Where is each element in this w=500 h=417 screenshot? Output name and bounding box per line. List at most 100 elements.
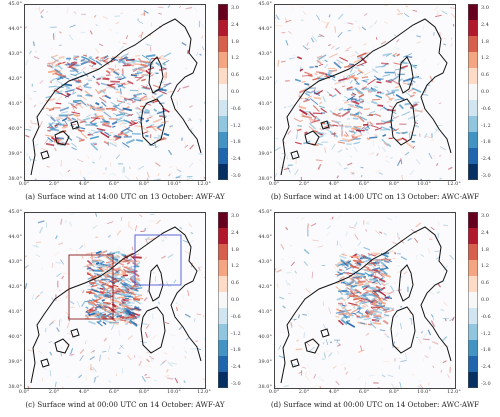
- colorbar-tick-label: -1.8: [481, 347, 491, 354]
- colorbar-labels: 3.0 2.4 1.8 1.2 0.6 0.0 -0.6 -1.2 -1.8 -2.4 -3.0: [481, 4, 499, 180]
- colorbar-tick-label: 1.8: [481, 246, 489, 253]
- colorbar-segment: [218, 148, 228, 165]
- colorbar: [468, 4, 478, 181]
- y-tick-label: 45.0°: [258, 209, 272, 215]
- x-tick-label: 4.0°: [328, 181, 340, 187]
- x-tick-label: 0.0°: [18, 389, 30, 395]
- y-tick-label: 42.0°: [8, 76, 22, 82]
- colorbar-segment: [218, 276, 228, 293]
- y-tick-label: 38.0°: [8, 176, 22, 182]
- y-tick-label: 39.0°: [8, 359, 22, 365]
- x-tick-label: 2.0°: [48, 389, 60, 395]
- colorbar-tick-label: 1.2: [481, 55, 489, 62]
- colorbar-segment: [468, 356, 478, 373]
- colorbar-tick-label: -0.6: [231, 105, 241, 112]
- island-outline: [304, 338, 320, 354]
- wind-anomaly-streaks: [25, 213, 205, 388]
- colorbar-tick-label: 0.6: [231, 280, 239, 287]
- y-tick-label: 43.0°: [258, 51, 272, 57]
- colorbar-tick-label: 0.6: [481, 280, 489, 287]
- colorbar-tick-label: 0.0: [231, 297, 239, 303]
- colorbar-tick-label: 3.0: [481, 5, 489, 11]
- y-tick-label: 41.0°: [8, 101, 22, 107]
- y-tick-label: 41.0°: [258, 309, 272, 315]
- colorbar-tick-label: -3.0: [231, 381, 241, 387]
- colorbar-tick-label: -0.6: [231, 313, 241, 320]
- colorbar-segment: [468, 324, 478, 341]
- colorbar-segment: [218, 68, 228, 85]
- map-plot: [24, 212, 206, 389]
- corsica-outline: [148, 264, 164, 302]
- colorbar: [218, 4, 228, 181]
- colorbar-segment: [218, 308, 228, 325]
- highlight-box-blue: [134, 234, 182, 286]
- coastline: [30, 18, 202, 176]
- colorbar-segment: [218, 212, 228, 229]
- colorbar-tick-label: 1.2: [481, 263, 489, 270]
- y-tick-label: 38.0°: [258, 176, 272, 182]
- colorbar-tick-label: 0.0: [231, 89, 239, 95]
- colorbar-segment: [218, 116, 228, 133]
- sardinia-outline: [140, 98, 166, 146]
- colorbar-segment: [468, 228, 478, 245]
- colorbar-segment: [218, 164, 228, 181]
- wind-field-map: [25, 5, 205, 180]
- corsica-outline: [148, 56, 164, 94]
- colorbar-tick-label: 2.4: [231, 21, 239, 28]
- y-axis-labels: 45.0° 44.0° 43.0° 42.0° 41.0° 40.0° 39.0° 38.0°: [0, 1, 22, 182]
- x-tick-label: 0.0°: [18, 181, 30, 187]
- colorbar-tick-label: 0.0: [481, 297, 489, 303]
- colorbar-segment: [218, 36, 228, 53]
- panel-caption: (a) Surface wind at 14:00 UTC on 13 Octo…: [25, 192, 225, 201]
- colorbar-segment: [468, 148, 478, 165]
- colorbar-segment: [468, 20, 478, 37]
- island-outline: [54, 130, 70, 146]
- y-tick-label: 40.0°: [258, 126, 272, 132]
- x-tick-label: 8.0°: [138, 389, 150, 395]
- colorbar-tick-label: -2.4: [481, 364, 491, 371]
- x-tick-label: 6.0°: [358, 181, 370, 187]
- colorbar-tick-label: 1.8: [481, 38, 489, 45]
- colorbar-segment: [468, 244, 478, 261]
- colorbar-segment: [218, 4, 228, 21]
- y-tick-label: 42.0°: [258, 284, 272, 290]
- colorbar-segment: [468, 212, 478, 229]
- panel-d: 45.0° 44.0° 43.0° 42.0° 41.0° 40.0° 39.0° 38.0°…: [250, 208, 500, 416]
- colorbar-segment: [218, 372, 228, 389]
- y-tick-label: 38.0°: [8, 384, 22, 390]
- y-tick-label: 45.0°: [258, 1, 272, 7]
- island-outline: [40, 150, 50, 160]
- panel-a: 45.0° 44.0° 43.0° 42.0° 41.0° 40.0° 39.0° 38.0°…: [0, 0, 250, 208]
- panel-c: 45.0° 44.0° 43.0° 42.0° 41.0° 40.0° 39.0° 38.0°…: [0, 208, 250, 416]
- colorbar: [218, 212, 228, 389]
- wind-anomaly-streaks: [275, 214, 455, 388]
- colorbar-tick-label: 0.0: [481, 89, 489, 95]
- colorbar-tick-label: 2.4: [481, 21, 489, 28]
- colorbar-tick-label: -2.4: [231, 364, 241, 371]
- colorbar-segment: [468, 84, 478, 101]
- x-tick-label: 8.0°: [138, 181, 150, 187]
- y-tick-label: 39.0°: [8, 151, 22, 157]
- y-tick-label: 44.0°: [258, 234, 272, 240]
- x-tick-label: 8.0°: [388, 181, 400, 187]
- colorbar-tick-label: -1.8: [481, 139, 491, 146]
- x-tick-label: 8.0°: [388, 389, 400, 395]
- y-tick-label: 44.0°: [258, 26, 272, 32]
- island-outline: [40, 358, 50, 368]
- corsica-outline: [398, 56, 414, 94]
- wind-field-map: [275, 5, 455, 180]
- y-tick-label: 43.0°: [8, 51, 22, 57]
- colorbar-labels: 3.0 2.4 1.8 1.2 0.6 0.0 -0.6 -1.2 -1.8 -2.4 -3.0: [231, 4, 249, 180]
- y-tick-label: 43.0°: [258, 259, 272, 265]
- x-tick-label: 6.0°: [108, 389, 120, 395]
- colorbar-segment: [468, 36, 478, 53]
- x-tick-label: 2.0°: [298, 181, 310, 187]
- wind-anomaly-streaks: [275, 5, 455, 180]
- colorbar-segment: [218, 100, 228, 117]
- colorbar-tick-label: 3.0: [481, 213, 489, 219]
- colorbar-segment: [218, 132, 228, 149]
- colorbar-segment: [468, 68, 478, 85]
- x-tick-label: 6.0°: [108, 181, 120, 187]
- map-plot: [274, 4, 456, 181]
- x-tick-label: 2.0°: [298, 389, 310, 395]
